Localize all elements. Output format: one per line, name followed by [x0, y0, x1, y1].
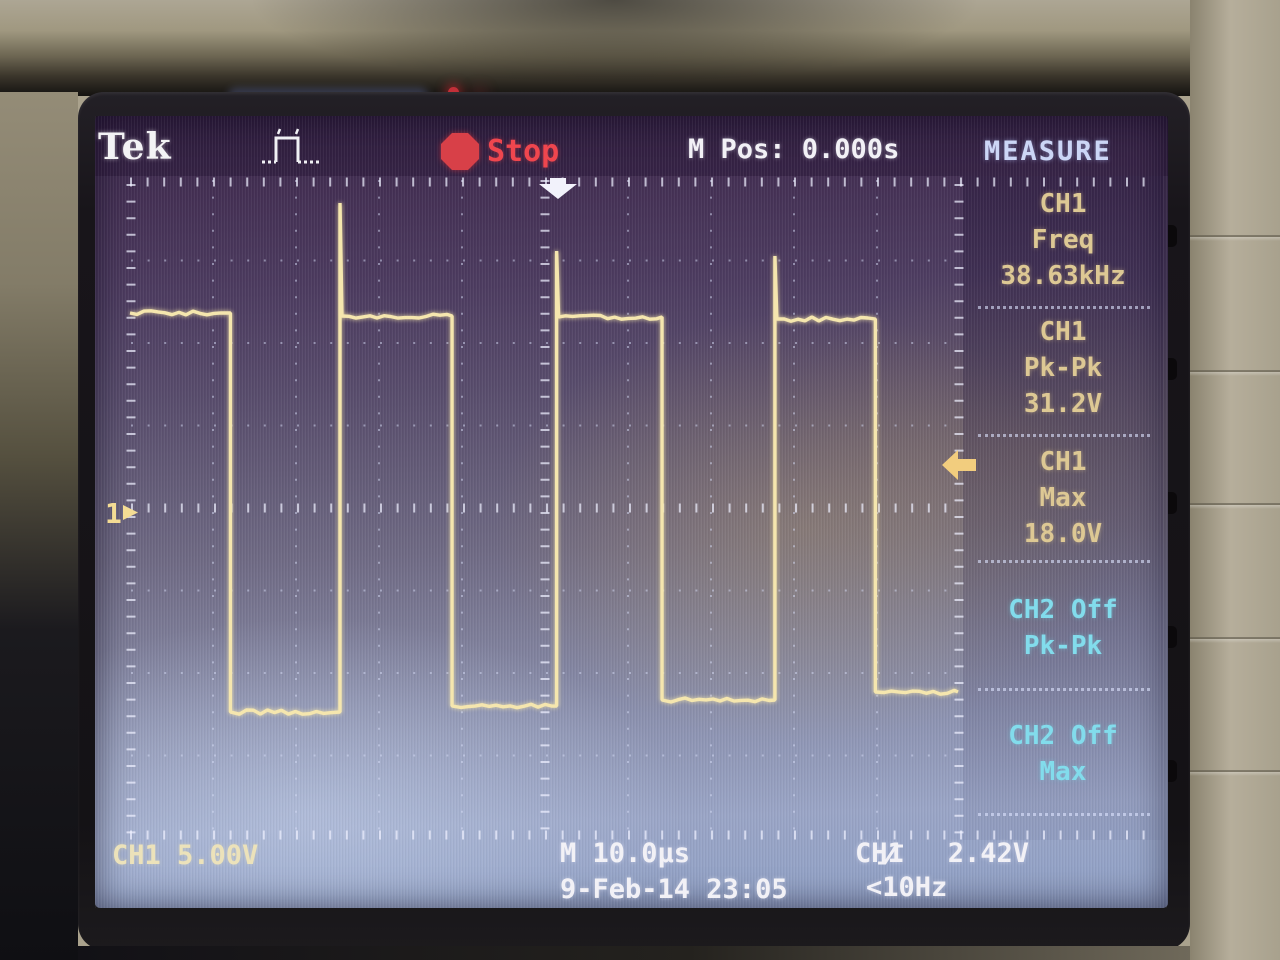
- measure-section-5: CH2 Off Max: [968, 718, 1158, 790]
- panel-groove: [1190, 770, 1280, 776]
- section-divider: [978, 688, 1150, 691]
- section-divider: [978, 434, 1150, 437]
- trigger-readout: CH1 2.42V: [855, 838, 1029, 869]
- measure-source: CH2 Off: [1008, 721, 1118, 751]
- section-divider: [978, 560, 1150, 563]
- svg-text:1: 1: [105, 497, 122, 530]
- trigger-position-marker-icon: [539, 178, 577, 199]
- section-divider: [978, 813, 1150, 816]
- measure-type: Max: [1039, 757, 1087, 787]
- trigger-level: 2.42V: [947, 838, 1030, 869]
- top-bar-background: [95, 116, 1168, 176]
- scope-bottom-casing: [78, 946, 1190, 960]
- measure-type: Max: [1039, 483, 1087, 513]
- measure-source: CH1: [1039, 189, 1087, 219]
- measure-value: 18.0V: [1023, 519, 1103, 549]
- measure-type: Pk-Pk: [1023, 353, 1103, 383]
- measure-value: 38.63kHz: [1000, 261, 1126, 291]
- menu-title: MEASURE: [984, 136, 1112, 167]
- softkey-panel: [1190, 0, 1280, 960]
- measure-section-4: CH2 Off Pk-Pk: [968, 592, 1158, 664]
- measure-panel-background: [963, 176, 1163, 840]
- trigger-frequency-readout: <10Hz: [866, 872, 948, 903]
- lcd-screen: [95, 116, 1168, 908]
- panel-groove: [1190, 235, 1280, 241]
- acquisition-state-label: Stop: [487, 134, 560, 169]
- horizontal-position-readout: M Pos: 0.000s: [688, 134, 900, 165]
- timebase-readout: M 10.0µs: [560, 838, 691, 869]
- panel-groove: [1190, 503, 1280, 509]
- panel-groove: [1190, 637, 1280, 643]
- scope-left-casing: [0, 92, 78, 960]
- measure-section-2: CH1 Pk-Pk 31.2V: [968, 314, 1158, 422]
- panel-groove: [1190, 370, 1280, 376]
- measure-value: 31.2V: [1023, 389, 1103, 419]
- measure-section-1: CH1 Freq 38.63kHz: [968, 186, 1158, 294]
- ch1-ground-marker: 1: [105, 497, 138, 530]
- measure-type: Pk-Pk: [1023, 631, 1103, 661]
- brand-logo: Tek: [98, 126, 172, 168]
- measure-section-3: CH1 Max 18.0V: [968, 444, 1158, 552]
- trigger-source: CH1: [855, 838, 904, 869]
- trigger-level-marker-icon: [942, 450, 976, 480]
- measure-source: CH1: [1039, 447, 1087, 477]
- ch1-scale-readout: CH1 5.00V: [112, 840, 259, 871]
- section-divider: [978, 306, 1150, 309]
- measure-source: CH2 Off: [1008, 595, 1118, 625]
- stop-icon: [441, 133, 479, 170]
- measure-type: Freq: [1031, 225, 1095, 255]
- pulse-icon: [262, 128, 320, 164]
- rising-slope-icon: [878, 844, 903, 865]
- ch1-waveform-trace: [129, 202, 959, 716]
- lcd-texture: [95, 116, 1168, 908]
- datetime-readout: 9-Feb-14 23:05: [560, 874, 788, 905]
- measure-source: CH1: [1039, 317, 1087, 347]
